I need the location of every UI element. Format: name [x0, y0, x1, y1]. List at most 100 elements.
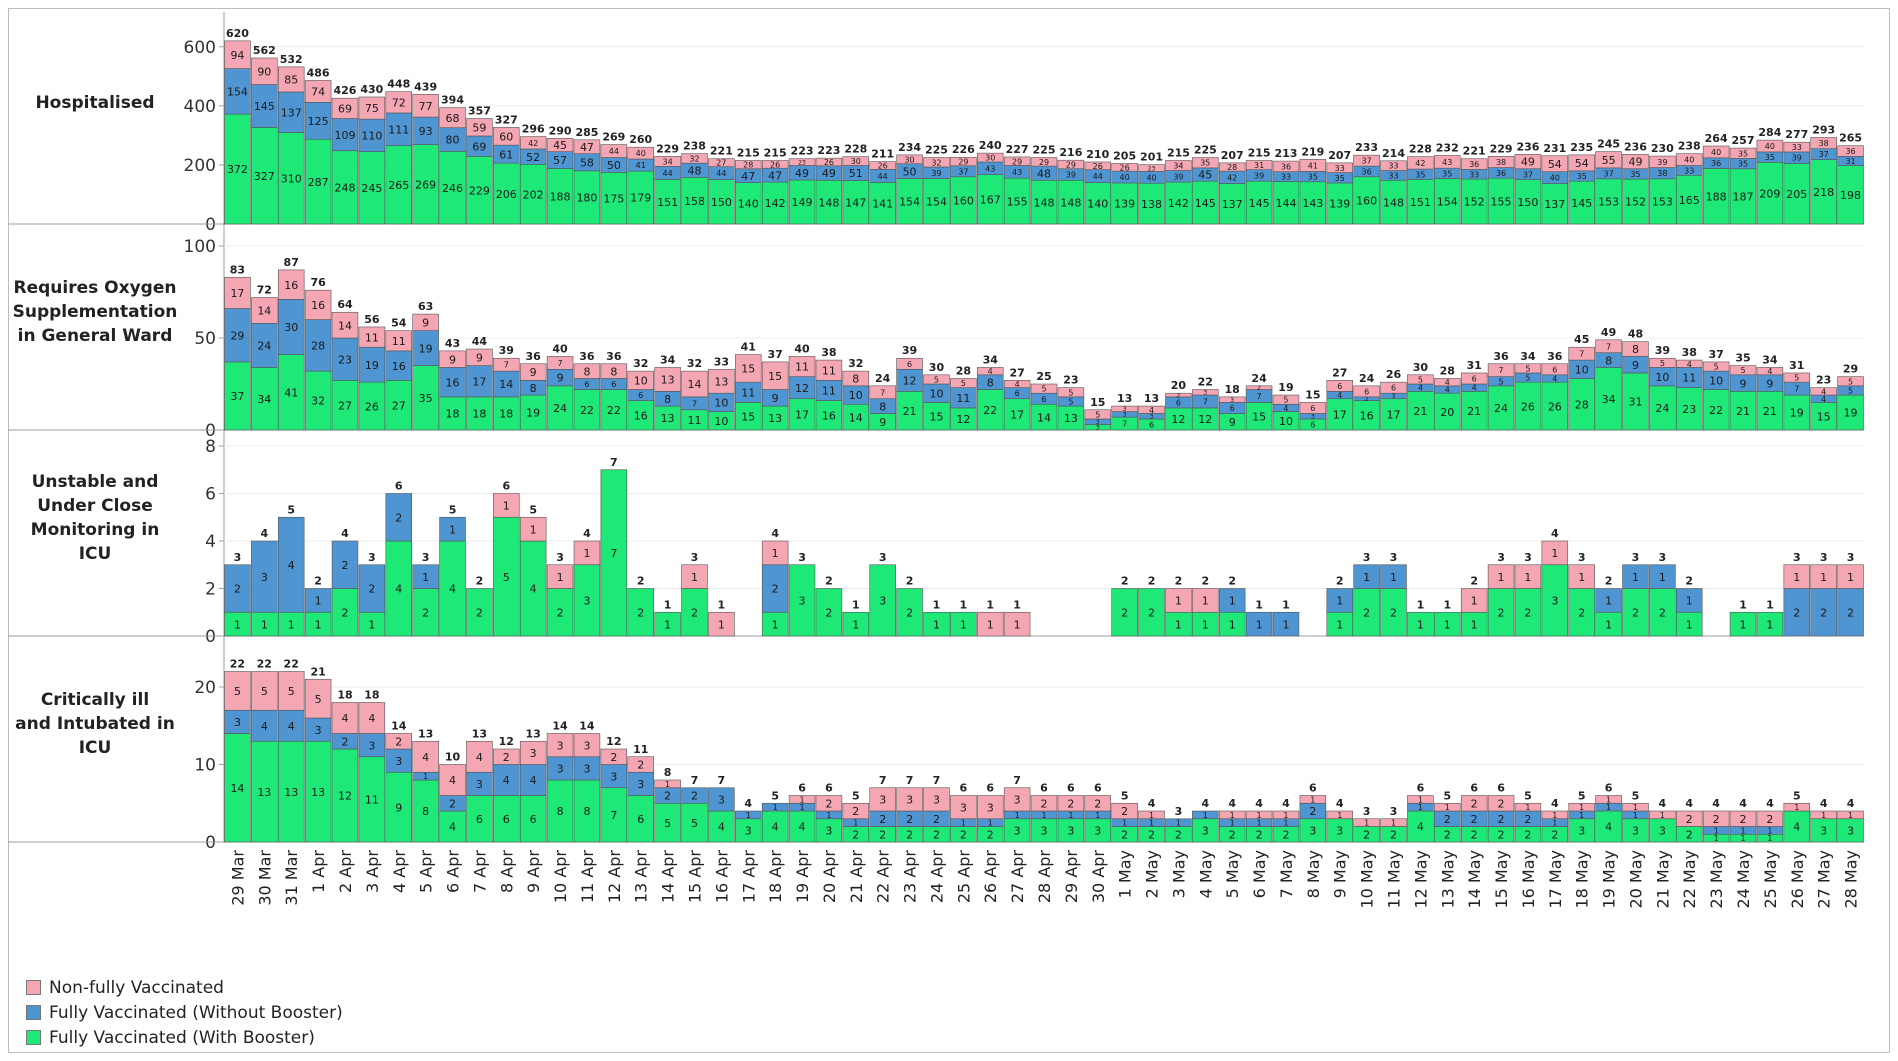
segment-data-label: 7	[1794, 385, 1799, 394]
bar-total-label: 562	[253, 44, 276, 57]
bar-segment-non-fully	[1514, 363, 1542, 374]
bar-segment-non-fully	[654, 156, 681, 167]
bar-segment-non-fully	[950, 378, 977, 388]
segment-data-label: 1	[1282, 618, 1289, 631]
bar-segment-with-booster	[493, 162, 520, 225]
bar-total-label: 38	[1682, 346, 1697, 359]
segment-data-label: 10	[1575, 363, 1589, 376]
segment-data-label: 1	[1202, 618, 1209, 631]
bar-segment-non-fully	[519, 363, 547, 381]
bar-total-label: 2	[1201, 575, 1209, 588]
segment-data-label: 19	[365, 359, 379, 372]
segment-data-label: 110	[361, 130, 382, 143]
bar-total-label: 3	[1632, 551, 1640, 564]
bar-segment-with-booster	[1003, 398, 1031, 431]
bar-segment-with-booster	[546, 779, 574, 843]
segment-data-label: 3	[395, 755, 402, 768]
segment-data-label: 2	[1766, 813, 1773, 826]
bar-segment-with-booster	[224, 733, 251, 843]
bar-segment-non-fully	[1299, 402, 1327, 414]
segment-data-label: 141	[872, 197, 893, 210]
bar-segment-non-fully	[1407, 795, 1434, 804]
segment-data-label: 6	[1230, 404, 1235, 413]
segment-data-label: 10	[714, 415, 728, 428]
bar-segment-non-fully	[654, 367, 681, 392]
segment-data-label: 43	[985, 164, 995, 173]
segment-data-label: 28	[743, 161, 753, 170]
segment-data-label: 4	[772, 821, 779, 834]
segment-data-label: 2	[1229, 828, 1236, 841]
segment-data-label: 4	[1149, 406, 1154, 415]
segment-data-label: 2	[1578, 606, 1585, 619]
segment-data-label: 2	[1686, 828, 1693, 841]
segment-data-label: 1	[557, 571, 564, 584]
segment-data-label: 35	[419, 392, 433, 405]
segment-data-label: 7	[692, 399, 697, 408]
bar-segment-non-fully	[1541, 155, 1569, 173]
segment-data-label: 3	[1309, 825, 1316, 838]
segment-data-label: 13	[714, 375, 728, 388]
bar-total-label: 4	[1255, 797, 1263, 810]
bar-segment-non-fully	[1460, 588, 1488, 613]
bar-segment-non-fully	[1138, 405, 1165, 414]
segment-data-label: 37	[1362, 157, 1372, 166]
bar-segment-non-fully	[869, 787, 896, 812]
bar-total-label: 24	[1251, 372, 1267, 385]
segment-data-label: 3	[1096, 419, 1100, 426]
bar-segment-non-fully	[1595, 151, 1622, 169]
segment-data-label: 2	[341, 735, 348, 748]
bar-total-label: 8	[664, 766, 672, 779]
y-tick-label: 4	[205, 532, 216, 552]
x-tick-label: 21 Apr	[847, 850, 866, 904]
panel-title-line: Critically ill	[41, 690, 149, 710]
segment-data-label: 2	[1363, 606, 1370, 619]
bar-total-label: 18	[337, 689, 352, 702]
segment-data-label: 14	[849, 411, 863, 424]
segment-data-label: 8	[1632, 343, 1639, 356]
segment-data-label: 19	[419, 342, 433, 355]
bar-total-label: 486	[307, 66, 330, 79]
bar-segment-non-fully	[923, 157, 950, 168]
bar-total-label: 44	[472, 335, 488, 348]
bar-segment-non-fully	[573, 363, 601, 379]
panel-title-line: and Intubated in	[15, 714, 175, 734]
segment-data-label: 2	[664, 790, 671, 803]
bar-segment-non-fully	[493, 357, 520, 372]
x-tick-label: 19 Apr	[793, 850, 812, 904]
segment-data-label: 8	[422, 805, 429, 818]
bar-segment-with-booster	[277, 132, 305, 225]
segment-data-label: 35	[1442, 169, 1452, 178]
segment-data-label: 48	[1037, 167, 1051, 180]
segment-data-label: 11	[365, 331, 379, 344]
segment-data-label: 24	[1494, 402, 1508, 415]
bar-segment-non-fully	[815, 157, 843, 167]
bar-total-label: 232	[1436, 141, 1459, 154]
segment-data-label: 4	[1417, 821, 1424, 834]
bar-segment-with-booster	[385, 380, 412, 431]
segment-data-label: 5	[1525, 364, 1530, 373]
segment-data-label: 7	[1499, 366, 1504, 375]
bar-segment-with-booster	[1460, 178, 1488, 225]
bar-segment-with-booster	[277, 740, 305, 843]
bar-total-label: 221	[1463, 145, 1486, 158]
segment-data-label: 3	[315, 724, 322, 737]
segment-data-label: 1	[1095, 811, 1100, 820]
segment-data-label: 14	[257, 305, 271, 318]
segment-data-label: 2	[422, 606, 429, 619]
bar-segment-non-fully	[412, 740, 439, 773]
segment-data-label: 1	[772, 618, 779, 631]
segment-data-label: 29	[1012, 157, 1022, 166]
bar-total-label: 22	[284, 658, 299, 671]
bar-segment-non-fully	[627, 370, 654, 390]
bar-total-label: 4	[1148, 797, 1156, 810]
x-tick-label: 22 Apr	[874, 850, 893, 904]
x-tick-label: 17 Apr	[739, 850, 758, 904]
panel-1: 0 50 100 Requires Oxygen Supplementation in G…	[8, 237, 1864, 441]
bar-total-label: 327	[495, 113, 518, 126]
bar-segment-with-booster	[466, 156, 493, 225]
segment-data-label: 33	[1792, 143, 1802, 152]
segment-data-label: 2	[1444, 813, 1451, 826]
segment-data-label: 2	[341, 606, 348, 619]
bar-segment-with-booster	[1568, 180, 1595, 225]
segment-data-label: 3	[879, 794, 886, 807]
